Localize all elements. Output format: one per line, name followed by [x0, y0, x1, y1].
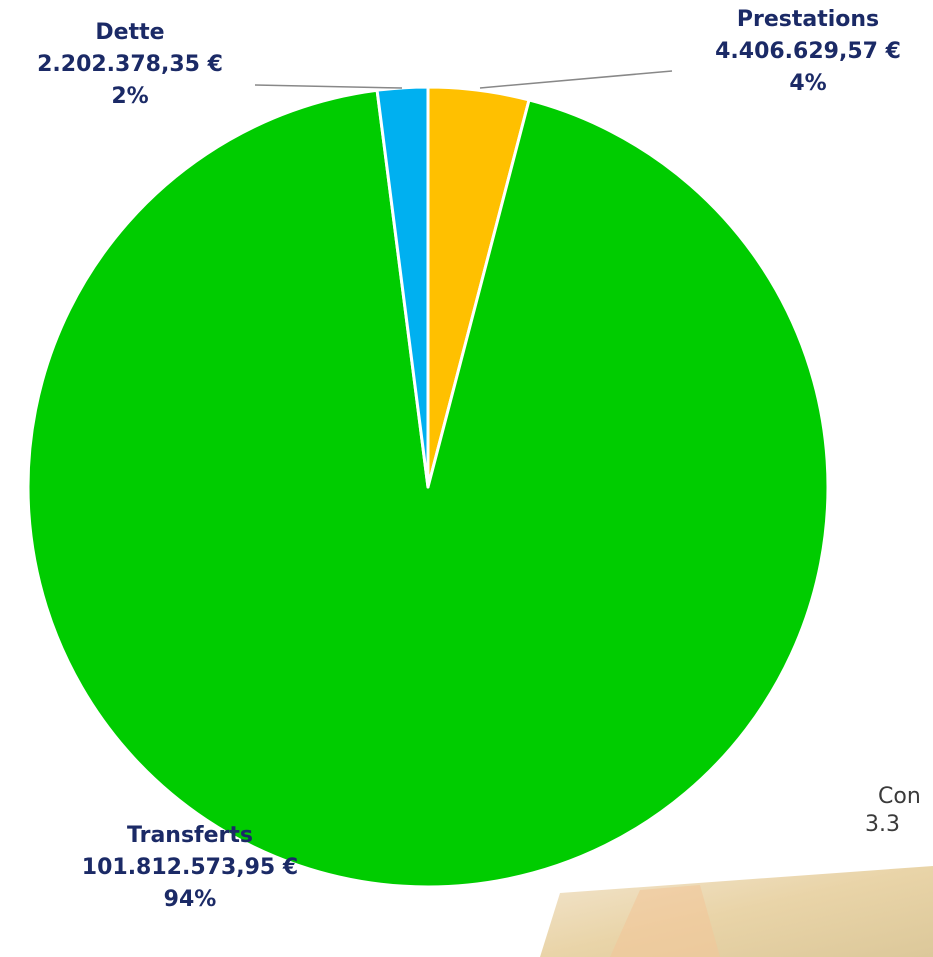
leader-line: [479, 70, 673, 89]
percent-label: 94%: [164, 887, 217, 912]
percent-label: 4%: [789, 71, 826, 96]
annotation: Con: [878, 784, 921, 809]
background-decoration: [540, 866, 933, 957]
slice-label: Dette: [95, 20, 164, 45]
value-label: 2.202.378,35 €: [37, 52, 223, 77]
slice-label: Transferts: [127, 823, 253, 848]
value-label: 101.812.573,95 €: [82, 855, 298, 880]
pie-slice: [26, 88, 830, 889]
leader-line: [254, 84, 403, 89]
value-label: 4.406.629,57 €: [715, 39, 901, 64]
slice-label: Prestations: [737, 7, 879, 32]
percent-label: 2%: [111, 84, 148, 109]
background-decoration: [610, 885, 720, 957]
pie-slice: [375, 85, 430, 489]
annotation: 3.3: [865, 812, 900, 837]
